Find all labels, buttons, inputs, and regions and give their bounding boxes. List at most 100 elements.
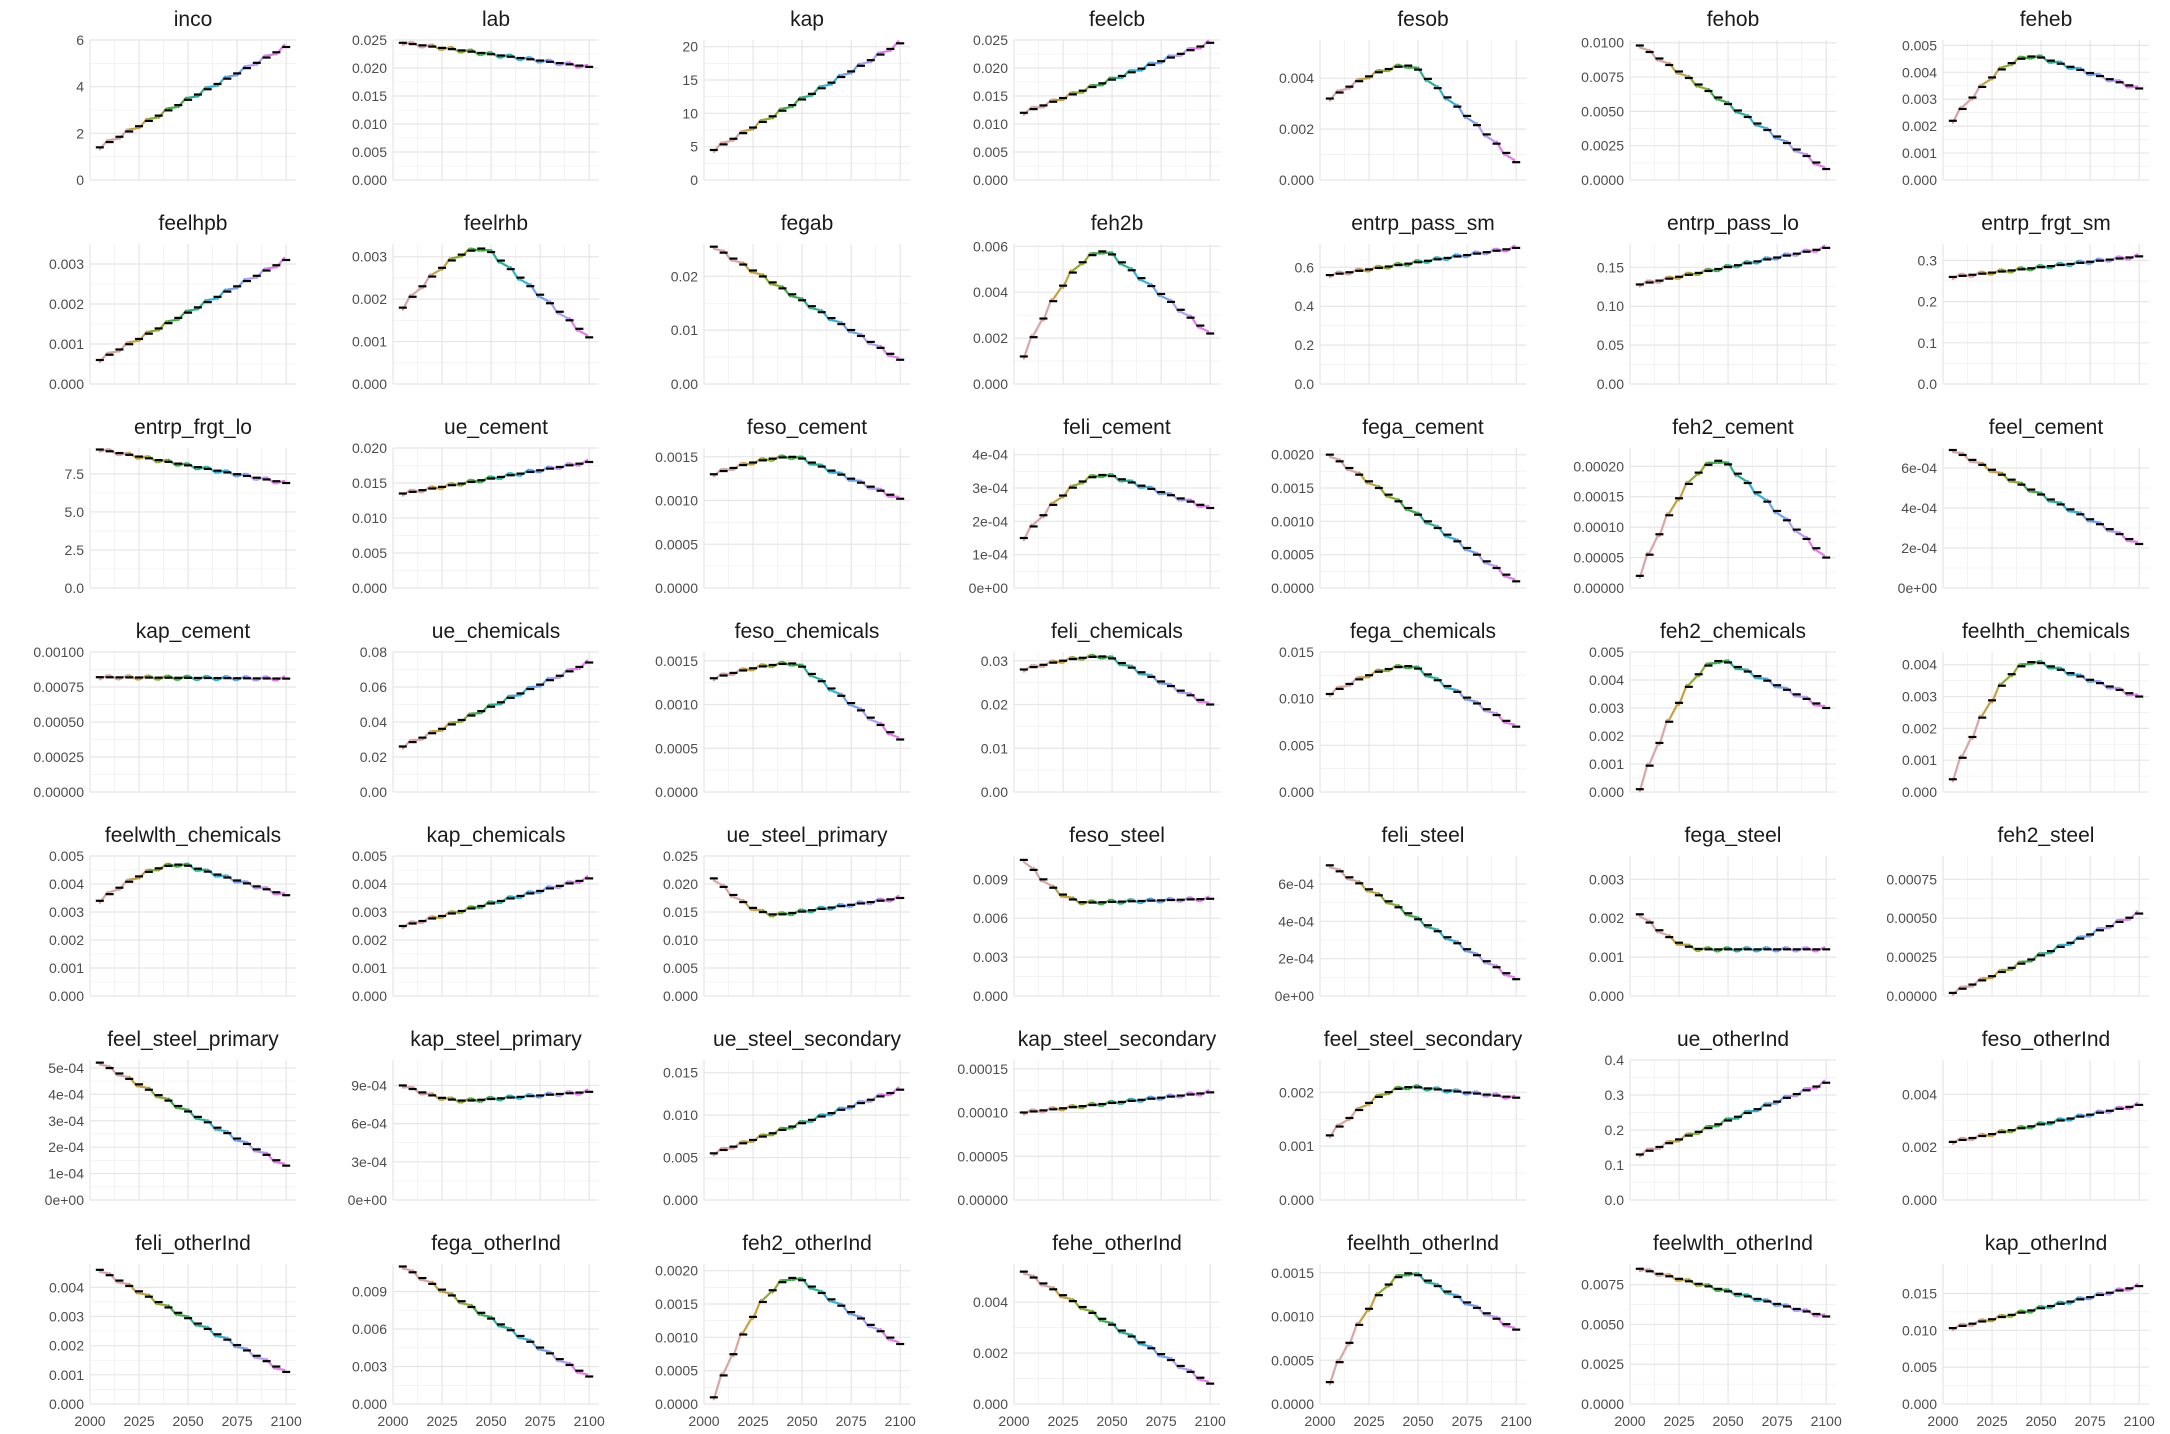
series-line [1815, 549, 1826, 557]
series-line [1348, 878, 1359, 883]
y-tick-label: 0.00010 [957, 1105, 1008, 1121]
series-line [1815, 1313, 1826, 1318]
y-tick-label: 4e-04 [972, 447, 1008, 463]
panel-feelrhb: 0.000 0.001 0.002 0.003 feelrhb [352, 212, 599, 392]
panel-title: ue_otherInd [1677, 1028, 1789, 1051]
y-tick-label: 0.003 [352, 1359, 387, 1375]
x-tick-label: 2025 [123, 1413, 154, 1429]
y-tick-label: 0e+00 [1898, 580, 1938, 596]
y-tick-label: 15 [682, 72, 698, 88]
y-tick-label: 0.002 [1279, 121, 1314, 137]
series-line [539, 295, 550, 303]
y-tick-label: 0.00000 [33, 784, 84, 800]
series-line [1140, 485, 1151, 489]
series-line [450, 255, 461, 260]
panel-ue_steel_primary: 0.000 0.005 0.010 0.015 0.020 0.025 ue_steel_p… [663, 824, 910, 1004]
series-line [1120, 479, 1131, 483]
series-line [1111, 76, 1122, 80]
series-line [450, 910, 461, 915]
y-tick-label: 1e-04 [48, 1166, 84, 1182]
series-line [1338, 684, 1349, 688]
series-line [226, 287, 237, 291]
series-line [751, 271, 762, 276]
series-line [2108, 79, 2119, 83]
series-line [1160, 1355, 1171, 1360]
panel-title: kap_steel_primary [410, 1028, 582, 1051]
panel-title: feh2b [1091, 212, 1144, 235]
series-line [196, 1324, 207, 1328]
y-tick-label: 0.00 [671, 376, 698, 392]
y-tick-label: 0.00050 [1886, 910, 1937, 926]
panel-title: entrp_frgt_lo [134, 416, 252, 439]
series-line [216, 1128, 227, 1133]
y-tick-label: 0.0 [65, 580, 85, 596]
y-tick-label: 0.015 [352, 475, 387, 491]
series-line [1658, 931, 1669, 937]
series-line [1091, 474, 1102, 479]
series-line [108, 350, 119, 354]
series-line [810, 674, 821, 681]
series-line [1658, 59, 1669, 64]
y-tick-label: 0.000 [1902, 1396, 1937, 1412]
series-line [2108, 530, 2119, 534]
series-line [460, 1302, 471, 1307]
series-line [1505, 153, 1516, 162]
series-line [157, 1303, 168, 1307]
series-line [206, 297, 217, 302]
series-line [216, 874, 227, 878]
panel-kap_chemicals: 0.000 0.001 0.002 0.003 0.004 0.005 kap_chemic… [352, 824, 599, 1004]
series-line [722, 139, 733, 144]
series-line [401, 1267, 412, 1272]
y-tick-label: 0.004 [1279, 70, 1314, 86]
panel-ue_steel_secondary: 0.000 0.005 0.010 0.015 ue_steel_secondary [663, 1028, 910, 1208]
x-tick-label: 2050 [1713, 1413, 1744, 1429]
series-line [2049, 500, 2060, 504]
panel-feh2_otherInd: 0.0000 0.0005 0.0010 0.0015 0.0020 feh2_other… [655, 1232, 916, 1429]
series-line [1485, 562, 1496, 567]
y-tick-label: 0.0000 [655, 580, 698, 596]
series-line [2079, 1296, 2090, 1301]
panel-feel_steel_secondary: 0.000 0.001 0.002 feel_steel_secondary [1279, 1028, 1526, 1208]
series-line [1717, 1288, 1728, 1293]
y-tick-label: 0.02 [981, 697, 1008, 713]
y-tick-label: 0.00 [1597, 376, 1624, 392]
y-tick-label: 0.003 [49, 1309, 84, 1325]
y-tick-label: 0.002 [1902, 1139, 1937, 1155]
panel-title: ue_cement [444, 416, 548, 439]
series-line [1199, 326, 1210, 333]
series-line [431, 268, 442, 276]
series-line [1638, 915, 1649, 922]
series-line [742, 1317, 753, 1334]
y-tick-label: 6 [76, 32, 84, 48]
y-tick-label: 0.000 [663, 988, 698, 1004]
panel-feli_otherInd: 0.000 0.001 0.002 0.003 0.004 feli_otherInd 20… [49, 1232, 302, 1429]
x-tick-label: 2000 [1927, 1413, 1958, 1429]
series-line [118, 1281, 129, 1285]
series-line [578, 329, 589, 337]
panel-title: fega_chemicals [1350, 620, 1496, 643]
series-line [1756, 1298, 1767, 1303]
y-tick-label: 0.000 [1279, 172, 1314, 188]
y-tick-label: 0.006 [352, 1321, 387, 1337]
y-tick-label: 0.003 [973, 949, 1008, 965]
series-line [1042, 1284, 1053, 1289]
series-line [519, 278, 530, 286]
y-tick-label: 0.0005 [1271, 547, 1314, 563]
series-line [2049, 60, 2060, 64]
y-tick-label: 0.002 [49, 1338, 84, 1354]
series-line [820, 83, 831, 88]
series-line [1795, 1308, 1806, 1313]
series-line [1120, 263, 1131, 270]
series-line [1042, 297, 1053, 322]
y-tick-label: 0.0025 [1581, 1356, 1624, 1372]
y-tick-label: 0.06 [360, 679, 387, 695]
panel-title: feso_chemicals [735, 620, 880, 643]
series-line [1971, 1318, 1982, 1327]
series-line [1426, 675, 1437, 680]
y-tick-label: 0.010 [1902, 1322, 1937, 1338]
series-line [1358, 1103, 1369, 1110]
y-tick-label: 0.002 [973, 330, 1008, 346]
y-tick-label: 0.005 [1589, 644, 1624, 660]
y-tick-label: 0 [690, 172, 698, 188]
panel-feelwlth_chemicals: 0.000 0.001 0.002 0.003 0.004 0.005 feelwlth_c… [49, 824, 296, 1004]
